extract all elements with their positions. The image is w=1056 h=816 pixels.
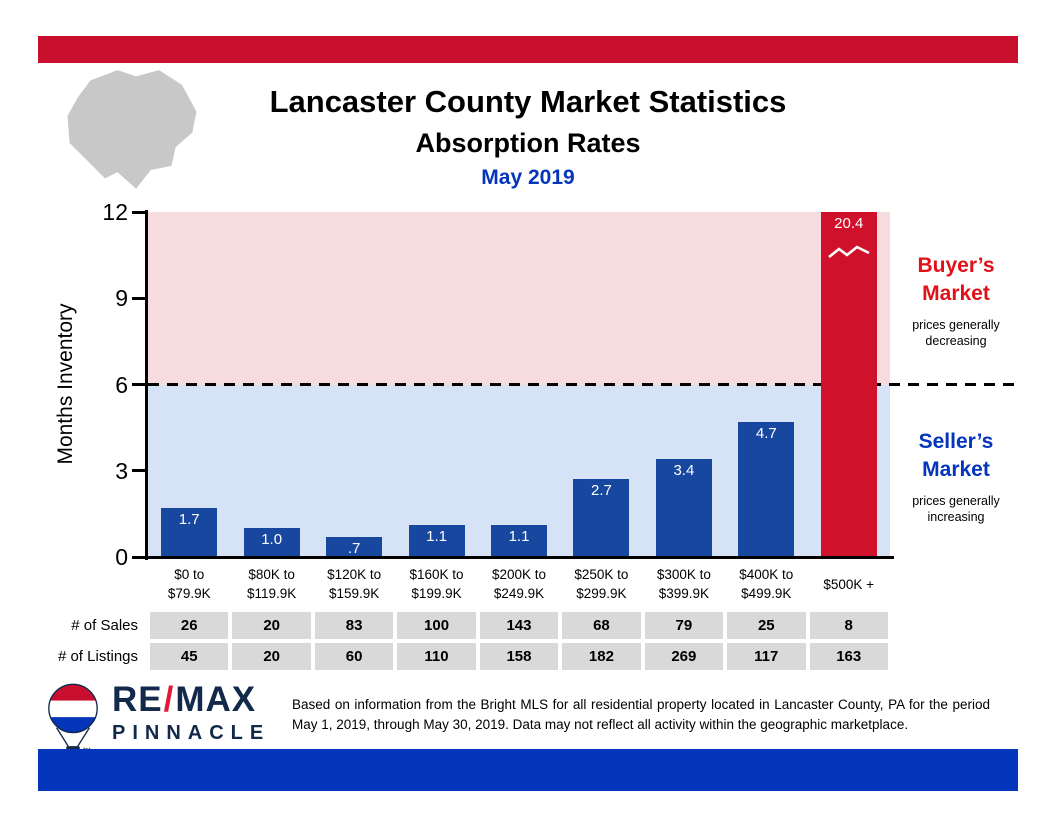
page-subtitle: Absorption Rates: [415, 128, 641, 158]
sales-row: 26 20 83 100 143 68 79 25 8: [148, 612, 890, 639]
table-cell: 8: [809, 612, 888, 639]
sellers-market-label: Seller’s Market: [918, 430, 994, 482]
x-axis-labels: $0 to $79.9K $80K to $119.9K $120K to $159…: [148, 565, 890, 605]
office-name: PINNACLE: [112, 721, 271, 744]
bar-5: 2.7: [573, 479, 630, 557]
brand-max: MAX: [175, 680, 257, 719]
buyers-market-annotation: Buyer’s Market prices generally decreasi…: [893, 252, 1019, 349]
brand-slash: /: [163, 680, 175, 719]
bar-0: 1.7: [161, 508, 218, 557]
table-cell: 117: [727, 643, 806, 670]
bar-8: 20.4: [820, 212, 877, 557]
y-tick-label: 6: [115, 371, 128, 398]
bar-value-label: 1.1: [508, 528, 530, 546]
table-cell: 269: [644, 643, 724, 670]
x-category-label: $0 to $79.9K: [167, 567, 211, 601]
buyers-zone-background: [148, 212, 890, 385]
remax-wordmark: RE/MAX: [112, 680, 270, 719]
y-tick-mark: [132, 296, 145, 300]
y-axis-line: [145, 210, 148, 560]
y-tick-label: 3: [115, 457, 128, 484]
bar-1: 1.0: [243, 528, 300, 557]
page-title: Lancaster County Market Statistics: [269, 84, 787, 119]
x-category-label: $400K to $499.9K: [739, 567, 794, 601]
bar-3: 1.1: [408, 525, 465, 557]
sales-row-label: # of Sales: [71, 617, 138, 634]
x-category-label: $200K to $249.9K: [491, 567, 546, 601]
y-axis-title: Months Inventory: [54, 303, 77, 465]
y-tick-mark: [132, 210, 145, 214]
lancaster-county-map-icon: [67, 70, 197, 189]
y-tick-label: 12: [102, 199, 128, 225]
sellers-market-sublabel: prices generally increasing: [912, 493, 1000, 524]
table-cell: 45: [150, 643, 229, 670]
table-cell: 110: [397, 643, 476, 670]
table-cell: 100: [397, 612, 476, 639]
bar-value-label: 1.0: [261, 531, 283, 549]
x-category-label: $160K to $199.9K: [409, 567, 464, 601]
bar-value-label: 2.7: [591, 482, 612, 500]
table-cell: 83: [314, 612, 394, 639]
y-tick-label: 9: [115, 285, 128, 312]
bottom-blue-bar: [38, 749, 1018, 791]
x-category-label: $300K to $399.9K: [656, 567, 711, 601]
table-cell: 68: [562, 612, 641, 639]
bar-value-label: 20.4: [834, 215, 864, 232]
y-tick-mark: [132, 469, 145, 473]
bar-value-label: 1.7: [178, 511, 200, 529]
top-red-bar: [38, 36, 1018, 63]
table-cell: 60: [314, 643, 394, 670]
bar-4: 1.1: [491, 525, 547, 557]
market-threshold-line: [148, 383, 1016, 386]
logo-text: RE/MAX PINNACLE: [112, 680, 271, 745]
listings-row-label: # of Listings: [57, 648, 138, 665]
plot-area: 1.7 1.0 .7 1.1 1.1 2.7 3.4 4.7 20.4: [148, 212, 890, 557]
buyers-market-sublabel: prices generally decreasing: [912, 317, 1000, 348]
x-category-label: $120K to $159.9K: [327, 567, 382, 601]
x-category-label: $250K to $299.9K: [574, 567, 629, 601]
bar-value-label: 4.7: [755, 424, 777, 442]
table-cell: 79: [644, 612, 724, 639]
axis-break-icon: [827, 245, 870, 259]
sellers-market-annotation: Seller’s Market prices generally increas…: [893, 428, 1019, 525]
table-cell: 163: [809, 643, 888, 670]
x-category-label: $80K to $119.9K: [247, 567, 297, 601]
x-axis-line: [145, 556, 894, 559]
y-tick-mark: [132, 383, 145, 386]
bar-value-label: .7: [347, 539, 361, 557]
report-date: May 2019: [481, 166, 575, 189]
bar-7: 4.7: [738, 421, 795, 557]
remax-pinnacle-logo: ™ RE/MAX PINNACLE: [44, 680, 271, 760]
disclaimer-text: Based on information from the Bright MLS…: [292, 697, 990, 733]
table-cell: 26: [150, 612, 229, 639]
table-cell: 182: [562, 643, 641, 670]
table-cell: 158: [479, 643, 559, 670]
table-cell: 20: [232, 612, 311, 639]
bar-value-label: 1.1: [426, 528, 447, 546]
brand-re: RE: [112, 680, 163, 719]
bar-2: .7: [326, 536, 383, 557]
table-cell: 25: [727, 612, 806, 639]
buyers-market-label: Buyer’s Market: [917, 254, 995, 306]
x-category-label: $500K +: [823, 576, 875, 592]
table-cell: 20: [232, 643, 311, 670]
table-cell: 143: [479, 612, 559, 639]
listings-row: 45 20 60 110 158 182 269 117 163: [148, 643, 890, 670]
y-tick-mark: [132, 555, 145, 559]
header: Lancaster County Market Statistics Absor…: [0, 84, 1056, 190]
y-tick-label: 0: [115, 544, 128, 570]
bar-value-label: 3.4: [673, 462, 695, 480]
bar-6: 3.4: [655, 459, 712, 557]
